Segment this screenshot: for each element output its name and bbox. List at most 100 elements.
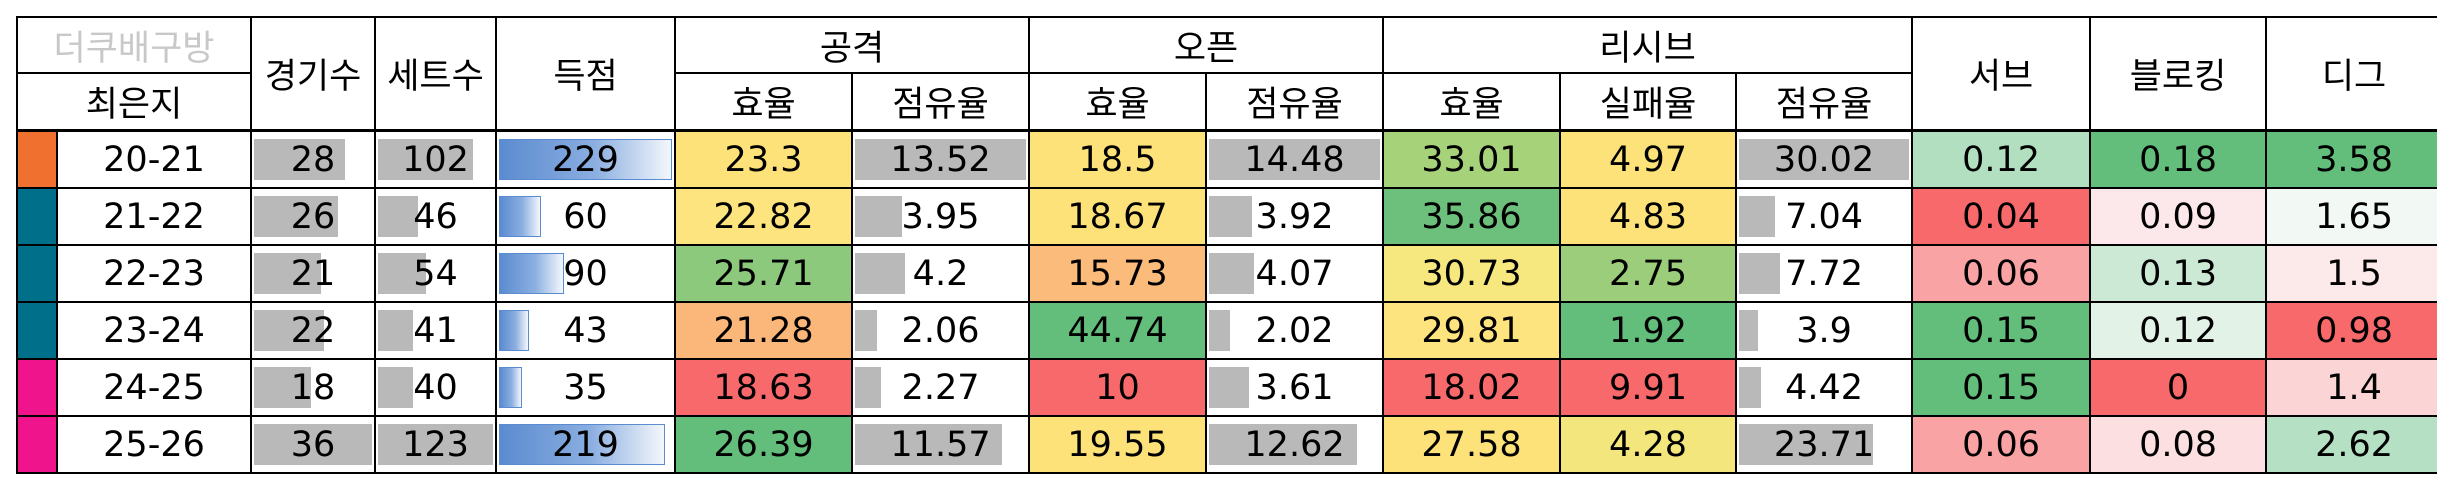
games-value: 26 <box>290 196 336 237</box>
games-value: 28 <box>290 139 336 180</box>
receive-fail-rate-value: 4.83 <box>1609 196 1687 237</box>
attack-efficiency-value: 21.28 <box>713 310 814 351</box>
season-value: 21-22 <box>103 196 205 237</box>
attack-share-databar <box>855 367 881 408</box>
header-receive-efficiency: 효율 <box>1382 72 1562 132</box>
receive-share: 30.02 <box>1735 129 1914 189</box>
attack-share: 13.52 <box>851 129 1031 189</box>
receive-efficiency-value: 30.73 <box>1421 253 1522 294</box>
receive-fail-rate-value: 1.92 <box>1609 310 1687 351</box>
sets-value: 123 <box>402 424 469 465</box>
header-serve: 서브 <box>1911 16 2092 132</box>
points-databar <box>499 196 542 237</box>
table-row: 25-26 36 123 219 26.39 11.57 19.55 12.62 27.58 4.… <box>16 415 2437 474</box>
block: 0.18 <box>2089 129 2268 189</box>
receive-fail-rate-value: 4.97 <box>1609 139 1687 180</box>
header-open-share: 점유율 <box>1205 72 1385 132</box>
games-value: 18 <box>290 367 336 408</box>
sets: 40 <box>374 358 498 417</box>
points-value: 90 <box>563 253 608 294</box>
attack-efficiency: 26.39 <box>674 415 854 474</box>
season: 25-26 <box>55 415 253 474</box>
receive-efficiency-value: 18.02 <box>1421 367 1522 408</box>
header-attack: 공격 <box>674 16 1031 74</box>
receive-share-databar <box>1739 196 1776 237</box>
receive-share: 7.04 <box>1735 187 1914 246</box>
serve-value: 0.06 <box>1962 424 2041 465</box>
points: 43 <box>495 301 677 360</box>
points-databar <box>499 253 565 294</box>
serve: 0.06 <box>1911 415 2092 474</box>
serve: 0.15 <box>1911 358 2092 417</box>
attack-efficiency: 22.82 <box>674 187 854 246</box>
games-value: 36 <box>290 424 336 465</box>
open-efficiency-value: 15.73 <box>1067 253 1168 294</box>
sets-databar <box>378 196 419 237</box>
sets: 46 <box>374 187 498 246</box>
open-efficiency: 19.55 <box>1028 415 1208 474</box>
games-value: 21 <box>290 253 336 294</box>
serve: 0.06 <box>1911 244 2092 303</box>
receive-fail-rate-value: 4.28 <box>1609 424 1687 465</box>
receive-share-value: 4.42 <box>1785 367 1863 408</box>
points-databar <box>499 424 665 465</box>
dig: 1.4 <box>2265 358 2437 417</box>
table-row: 21-22 26 46 60 22.82 3.95 18.67 3.92 35.86 4.83 7.… <box>16 187 2437 246</box>
games: 18 <box>250 358 377 417</box>
dig: 0.98 <box>2265 301 2437 360</box>
receive-share-databar <box>1739 139 1910 180</box>
points-value: 35 <box>563 367 608 408</box>
header-open-efficiency: 효율 <box>1028 72 1208 132</box>
block-value: 0.18 <box>2139 139 2218 180</box>
team-color-stripe <box>16 358 58 417</box>
dig-value: 2.62 <box>2315 424 2394 465</box>
serve: 0.04 <box>1911 187 2092 246</box>
points-databar <box>499 139 673 180</box>
team-color-stripe <box>16 187 58 246</box>
team-color-stripe <box>16 244 58 303</box>
player-name: 최은지 <box>15 72 253 132</box>
season-value: 24-25 <box>103 367 205 408</box>
stats-body: 20-21 28 102 229 23.3 13.52 18.5 14.48 33.01 4.97… <box>16 129 2437 474</box>
sets-value: 54 <box>413 253 458 294</box>
attack-share-databar <box>855 139 1027 180</box>
header-row-1: 더쿠배구방 경기수 세트수 득점 공격 오픈 리시브 서브 블로킹 디그 <box>15 16 2437 132</box>
receive-fail-rate: 9.91 <box>1559 358 1738 417</box>
receive-share-databar <box>1739 310 1758 351</box>
games: 36 <box>250 415 377 474</box>
dig-value: 1.5 <box>2326 253 2382 294</box>
header-row-2: 최은지 효율 점유율 효율 점유율 효율 실패율 점유율 <box>15 72 2437 132</box>
block-value: 0 <box>2166 367 2190 408</box>
header-receive-share: 점유율 <box>1735 72 1914 132</box>
team-color-stripe <box>16 415 58 474</box>
attack-share: 11.57 <box>851 415 1031 474</box>
block-value: 0.08 <box>2139 424 2218 465</box>
open-share: 3.61 <box>1205 358 1385 417</box>
receive-fail-rate-value: 2.75 <box>1609 253 1687 294</box>
header-attack-share: 점유율 <box>851 72 1031 132</box>
points-databar <box>499 367 522 408</box>
receive-fail-rate-value: 9.91 <box>1609 367 1687 408</box>
table-row: 24-25 18 40 35 18.63 2.27 10 3.61 18.02 9.91 4.42 0… <box>16 358 2437 417</box>
open-share-databar <box>1209 196 1253 237</box>
attack-efficiency-value: 25.71 <box>713 253 814 294</box>
points: 229 <box>495 129 677 189</box>
open-share-value: 3.61 <box>1255 367 1334 408</box>
open-share: 4.07 <box>1205 244 1385 303</box>
receive-fail-rate: 2.75 <box>1559 244 1738 303</box>
attack-efficiency: 18.63 <box>674 358 854 417</box>
receive-share-databar <box>1739 253 1781 294</box>
season: 21-22 <box>55 187 253 246</box>
serve-value: 0.06 <box>1962 253 2041 294</box>
dig: 1.65 <box>2265 187 2437 246</box>
points: 35 <box>495 358 677 417</box>
table-row: 23-24 22 41 43 21.28 2.06 44.74 2.02 29.81 1.92 3.… <box>16 301 2437 360</box>
attack-share-value: 2.06 <box>901 310 980 351</box>
dig: 3.58 <box>2265 129 2437 189</box>
attack-efficiency-value: 18.63 <box>713 367 814 408</box>
open-efficiency-value: 10 <box>1095 367 1140 408</box>
block-value: 0.13 <box>2139 253 2218 294</box>
receive-share-value: 3.9 <box>1796 310 1852 351</box>
sets-value: 40 <box>413 367 458 408</box>
receive-share: 4.42 <box>1735 358 1914 417</box>
